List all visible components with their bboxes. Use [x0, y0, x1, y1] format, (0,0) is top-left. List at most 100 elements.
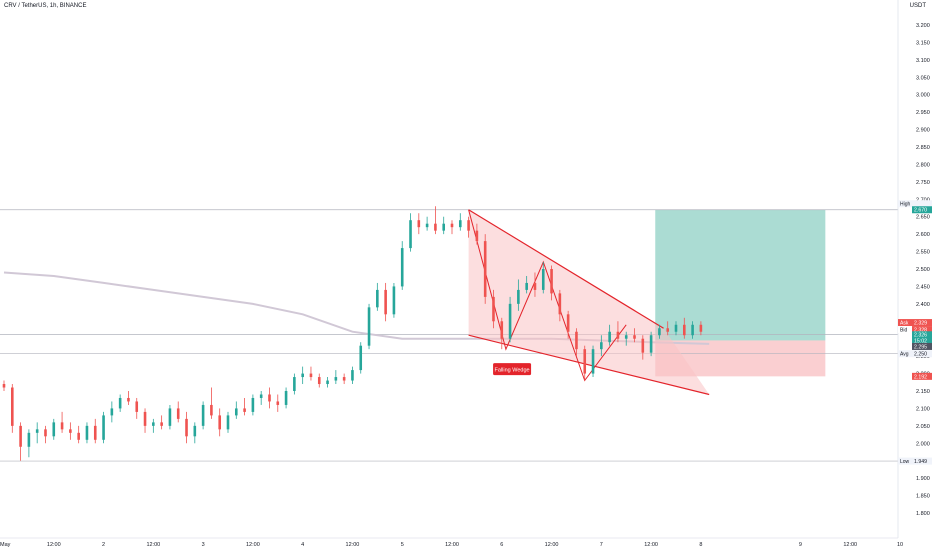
- currency-label: USDT: [909, 3, 926, 9]
- candle-body: [566, 314, 570, 332]
- candle-body: [392, 286, 396, 315]
- candle-body: [467, 220, 470, 231]
- candle-body: [583, 349, 587, 374]
- high-top-tag-box: [898, 200, 912, 208]
- price-tick-label: 2.650: [916, 215, 930, 221]
- candle-body: [616, 331, 620, 339]
- candle-body: [658, 328, 661, 336]
- low-box: [912, 457, 932, 465]
- candle-body: [309, 373, 313, 378]
- candle-body: [251, 397, 255, 412]
- candle-body: [52, 422, 56, 437]
- candle-body: [508, 303, 512, 339]
- candle-body: [458, 220, 462, 228]
- candle-body: [2, 384, 6, 388]
- candle-body: [541, 269, 545, 290]
- price-tick-label: 2.000: [916, 441, 930, 447]
- price-tick-label: 2.750: [916, 180, 930, 186]
- candle-body: [243, 408, 246, 412]
- stop-box: [912, 372, 932, 380]
- time-tick-label: 12:00: [146, 542, 160, 548]
- price-tick-label: 2.100: [916, 406, 930, 412]
- candle-body: [591, 349, 595, 374]
- candle-body: [351, 370, 354, 381]
- candle-body: [409, 220, 412, 249]
- price-tick-label: 2.600: [916, 232, 930, 238]
- candle-body: [359, 345, 363, 371]
- entry-box: [912, 342, 932, 350]
- candle-body: [500, 321, 504, 339]
- low-value: 1.949: [914, 459, 927, 465]
- last-value: 2.326: [914, 333, 927, 339]
- candle-body: [143, 411, 147, 426]
- time-tick-label: 8: [699, 542, 702, 548]
- candle-body: [550, 269, 553, 294]
- ask-box: [912, 319, 932, 327]
- candle-body: [450, 223, 454, 228]
- price-tick-label: 2.850: [916, 145, 930, 151]
- price-tick-label: 1.850: [916, 494, 930, 500]
- price-tick-label: 3.000: [916, 93, 930, 99]
- low-tag: Low: [900, 459, 910, 465]
- candle-body: [633, 335, 636, 339]
- time-tick-label: 12:00: [644, 542, 658, 548]
- candle-body: [259, 394, 263, 398]
- candle-body: [517, 289, 520, 304]
- wedge-lower-line: [468, 334, 710, 396]
- candle-body: [666, 328, 670, 332]
- time-tick-label: 12:00: [545, 542, 559, 548]
- candle-body: [201, 404, 205, 426]
- bid-tag: Bid: [900, 328, 907, 334]
- candle-body: [317, 377, 321, 385]
- candle-body: [682, 324, 686, 336]
- candle-body: [641, 338, 645, 353]
- candle-body: [434, 223, 437, 231]
- candle-body: [93, 425, 97, 440]
- candle-body: [425, 223, 429, 228]
- avg-tag-box: [898, 350, 912, 358]
- symbol-title: CRV / TetherUS, 1h, BINANCE: [4, 3, 87, 9]
- candle-body: [226, 415, 230, 430]
- time-tick-label: 6: [500, 542, 503, 548]
- stop-value: 2.192: [914, 374, 927, 380]
- candle-body: [284, 391, 288, 405]
- candle-body: [483, 241, 487, 297]
- high-top-tag: High: [900, 202, 911, 208]
- candle-body: [19, 425, 22, 447]
- candle-body: [367, 307, 371, 346]
- candle-body: [334, 377, 338, 381]
- time-tick-label: 12:00: [445, 542, 459, 548]
- candle-body: [342, 377, 346, 381]
- time-tick-label: 9: [799, 542, 802, 548]
- candle-body: [624, 335, 628, 339]
- high-value: 2.670: [914, 208, 927, 214]
- ask-value: 2.329: [914, 321, 927, 327]
- candle-body: [442, 223, 446, 231]
- candle-body: [35, 429, 39, 433]
- candle-body: [185, 418, 188, 437]
- bid-value: 2.328: [914, 328, 927, 334]
- time-tick-label: 3: [202, 542, 205, 548]
- candle-body: [276, 401, 280, 405]
- candle-body: [210, 404, 213, 416]
- candle-body: [674, 324, 678, 332]
- candle-body: [268, 394, 271, 402]
- candle-body: [85, 425, 89, 440]
- ask-tag: Ask: [900, 321, 909, 327]
- entry-value: 2.295: [914, 344, 927, 350]
- price-tick-label: 2.550: [916, 250, 930, 256]
- time-tick-label: May: [0, 542, 11, 548]
- price-tick-label: 3.200: [916, 23, 930, 29]
- time-tick-label: 7: [600, 542, 603, 548]
- candle-body: [649, 335, 653, 353]
- candle-body: [44, 429, 47, 437]
- candle-body: [160, 422, 163, 426]
- avg-tag: Avg: [900, 352, 909, 358]
- candle-body: [110, 408, 114, 416]
- price-tick-label: 2.950: [916, 110, 930, 116]
- wedge-area: [468, 209, 710, 395]
- candle-body: [234, 408, 238, 416]
- candle-body: [118, 397, 122, 409]
- candle-body: [699, 324, 703, 332]
